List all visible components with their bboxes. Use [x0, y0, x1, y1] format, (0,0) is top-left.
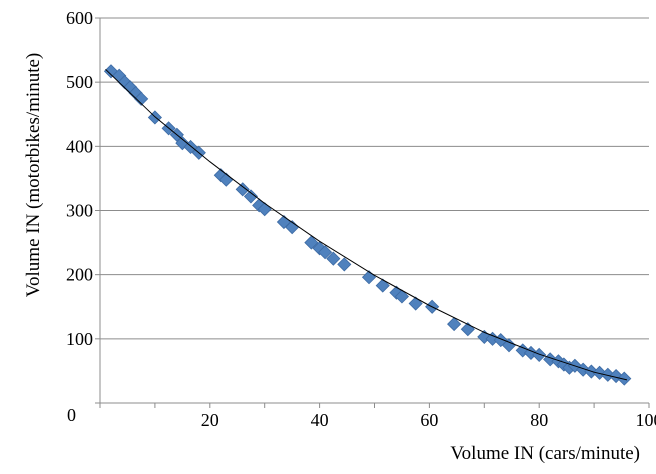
x-axis-tick-labels: 20 40 60 80 100: [201, 410, 656, 430]
x-axis-title: Volume IN (cars/minute): [450, 443, 640, 464]
y-tick-label: 300: [66, 201, 93, 221]
data-points: [103, 64, 632, 386]
data-point: [394, 289, 410, 304]
trendline: [105, 68, 628, 381]
x-tick-label: 80: [530, 410, 548, 430]
data-point: [326, 251, 341, 266]
y-tick-label: 0: [67, 405, 76, 425]
y-tick-label: 400: [66, 136, 93, 156]
axes: [95, 17, 650, 408]
x-tick-label: 60: [420, 410, 438, 430]
data-point: [304, 235, 319, 250]
data-point: [318, 245, 333, 260]
data-point: [408, 296, 423, 311]
data-point: [235, 182, 250, 197]
horizontal-gridlines: [100, 17, 649, 340]
x-tick-label: 40: [311, 410, 329, 430]
data-point: [617, 371, 632, 386]
y-tick-label: 200: [66, 265, 93, 285]
y-axis-tick-labels: 0 100 200 300 400 500 600: [66, 8, 93, 425]
data-point: [337, 257, 352, 272]
y-tick-label: 600: [66, 8, 93, 28]
data-point: [361, 270, 377, 285]
data-point: [134, 91, 149, 106]
y-tick-label: 100: [66, 329, 93, 349]
data-point: [243, 189, 259, 204]
x-tick-label: 100: [636, 410, 656, 430]
data-point: [501, 338, 517, 353]
x-tick-label: 20: [201, 410, 219, 430]
y-axis-title: Volume IN (motorbikes/minute): [23, 53, 44, 298]
data-point: [447, 317, 462, 332]
data-point: [375, 278, 390, 293]
y-tick-label: 500: [66, 72, 93, 92]
